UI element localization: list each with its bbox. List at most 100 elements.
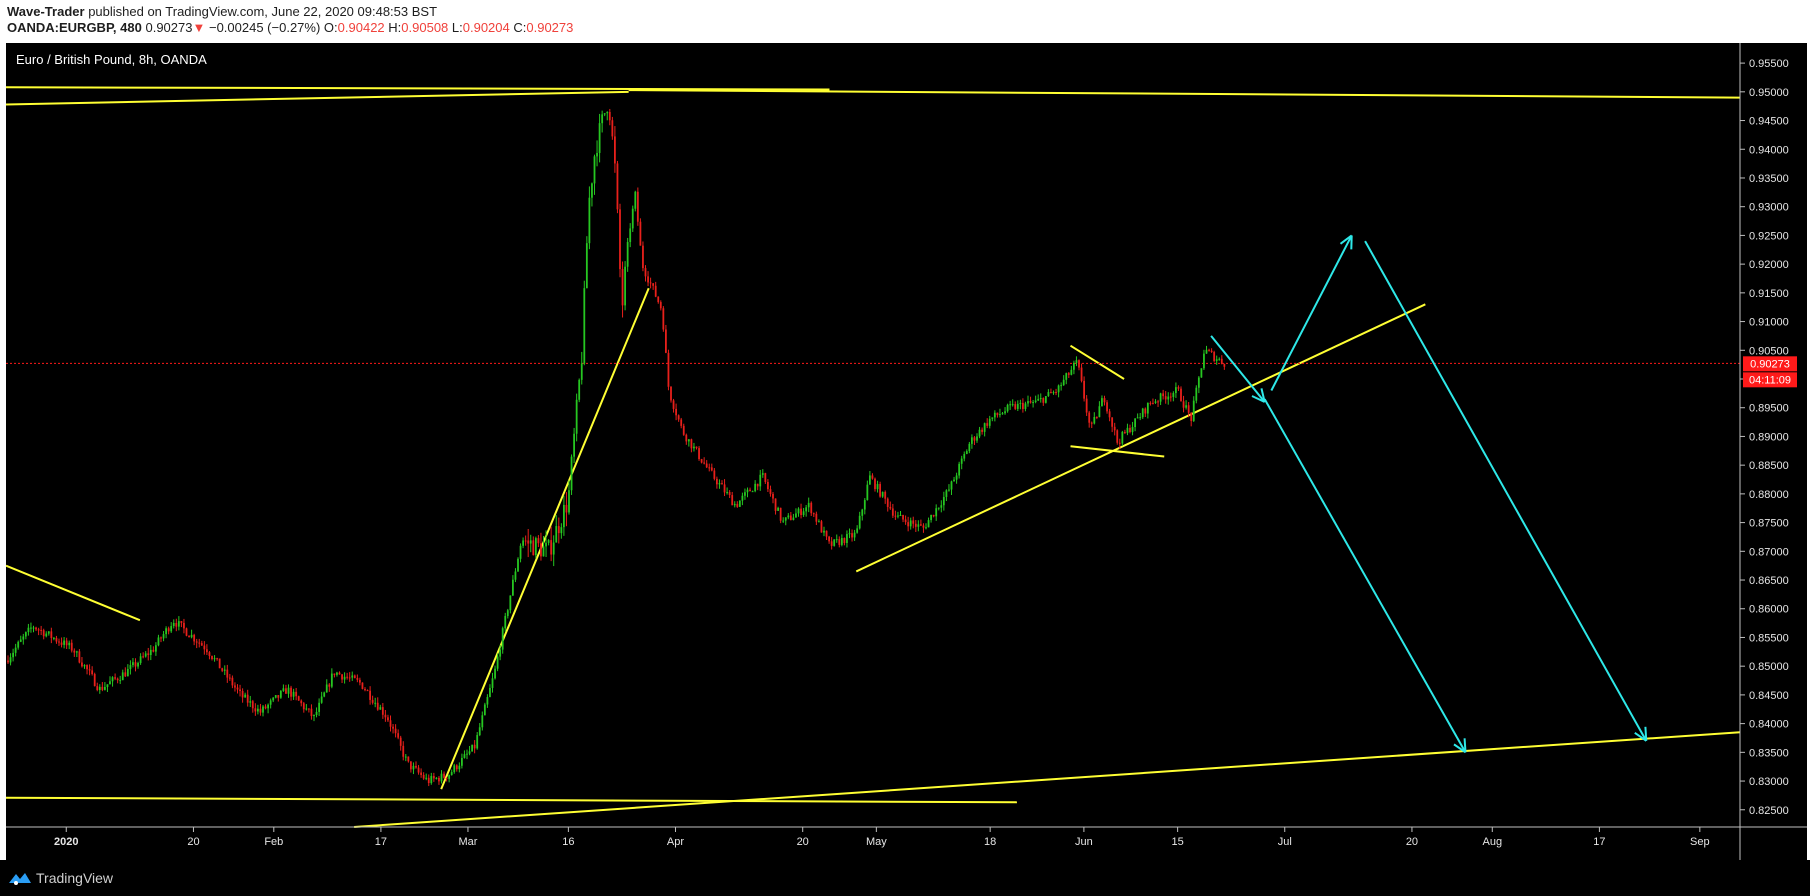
candle-up <box>517 558 519 572</box>
candle-down <box>142 656 145 658</box>
candle-up <box>624 266 626 306</box>
price-tick-label: 0.95000 <box>1749 87 1789 99</box>
tradingview-brand[interactable]: TradingView <box>36 870 114 886</box>
candle-down <box>381 707 384 715</box>
candle-up <box>991 417 994 419</box>
candle-up <box>601 114 604 124</box>
candle-up <box>435 777 438 779</box>
candle-up <box>165 628 167 635</box>
candle-down <box>236 687 239 690</box>
candle-up <box>272 697 275 701</box>
candle-down <box>371 699 374 703</box>
candle-up <box>119 680 122 682</box>
candle-up <box>104 686 106 690</box>
candle-up <box>999 414 1001 416</box>
close-label: C: <box>513 20 527 35</box>
projection-arrow <box>1364 240 1648 742</box>
candle-up <box>47 631 50 634</box>
price-chart[interactable]: 0.95500 0.95000 0.94500 0.94000 0.93500 0.930… <box>6 43 1807 860</box>
price-change: −0.00245 (−0.27%) <box>208 20 321 35</box>
candle-down <box>690 439 693 449</box>
candle-down <box>698 448 700 460</box>
tradingview-logo-icon[interactable] <box>8 870 32 886</box>
projection-arrow-head <box>1453 743 1467 754</box>
candle-up <box>1136 417 1139 419</box>
candle-down <box>407 756 410 762</box>
candle-down <box>1144 408 1147 414</box>
candle-down <box>621 269 624 306</box>
candle-up <box>223 669 226 671</box>
candle-up <box>534 538 537 556</box>
candle-down <box>1029 401 1032 403</box>
trend-line <box>628 89 1741 99</box>
time-axis[interactable]: 2020 20 Feb 17 Mar 16 Apr 20 May 18 Jun 15 Jul 20 Aug 1… <box>54 827 1710 848</box>
candle-up <box>580 363 583 380</box>
candle-down <box>42 630 45 637</box>
candle-down <box>710 467 713 471</box>
candle-up <box>968 443 971 452</box>
candle-up <box>22 636 25 640</box>
candle-up <box>853 532 856 538</box>
price-tick-label: 0.94500 <box>1749 116 1789 128</box>
candle-up <box>509 595 512 611</box>
candle-down <box>124 672 127 677</box>
candle-up <box>575 399 578 434</box>
candle-up <box>726 492 728 494</box>
candle-up <box>555 526 558 543</box>
candle-up <box>330 673 333 687</box>
candle-up <box>1139 417 1142 419</box>
candle-down <box>907 522 910 527</box>
candle-down <box>231 677 234 686</box>
projection-arrow <box>1270 234 1353 391</box>
candle-down <box>912 520 915 524</box>
publish-info: Wave-Trader published on TradingView.com… <box>7 4 437 20</box>
candle-up <box>499 649 502 657</box>
projection-arrow-head <box>1634 732 1647 742</box>
chart-panel[interactable]: 0.95500 0.95000 0.94500 0.94000 0.93500 0.930… <box>6 43 1807 860</box>
candle-up <box>1039 398 1042 400</box>
high-value: 0.90508 <box>401 20 449 35</box>
candle-up <box>489 687 491 698</box>
candle-up <box>315 711 318 716</box>
trend-line <box>354 731 1741 828</box>
candle-up <box>1047 392 1050 397</box>
time-tick-label: 20 <box>1406 836 1418 848</box>
candle-down <box>713 470 716 479</box>
candle-up <box>32 627 35 629</box>
candle-down <box>914 523 917 527</box>
candle-down <box>328 684 331 687</box>
candle-down <box>241 690 244 698</box>
candle-down <box>973 437 976 441</box>
candle-down <box>206 649 208 653</box>
trend-line <box>6 86 830 91</box>
candle-up <box>805 507 808 512</box>
candle-up <box>1034 400 1037 403</box>
candle-up <box>955 475 958 480</box>
candle-up <box>591 183 593 198</box>
author-name[interactable]: Wave-Trader <box>7 4 85 19</box>
candle-up <box>279 690 282 698</box>
candle-up <box>162 634 165 639</box>
candle-down <box>346 676 349 678</box>
candle-up <box>634 191 637 209</box>
candle-up <box>953 479 955 482</box>
down-arrow-icon: ▼ <box>192 20 206 35</box>
candle-up <box>925 527 927 529</box>
candle-down <box>65 640 68 646</box>
candle-up <box>1062 379 1065 386</box>
candle-up <box>1215 359 1218 361</box>
candle-down <box>402 745 405 757</box>
candle-up <box>869 475 871 485</box>
candle-down <box>642 245 644 269</box>
candle-down <box>384 714 387 718</box>
candle-down <box>152 649 155 652</box>
candle-down <box>70 642 73 651</box>
candle-down <box>228 677 231 679</box>
candle-down <box>432 776 435 779</box>
candle-up <box>568 490 570 513</box>
price-tick-label: 0.86000 <box>1749 604 1789 616</box>
candle-down <box>218 658 221 669</box>
candle-up <box>733 503 736 506</box>
candle-up <box>1200 368 1203 378</box>
candle-down <box>1103 398 1106 403</box>
